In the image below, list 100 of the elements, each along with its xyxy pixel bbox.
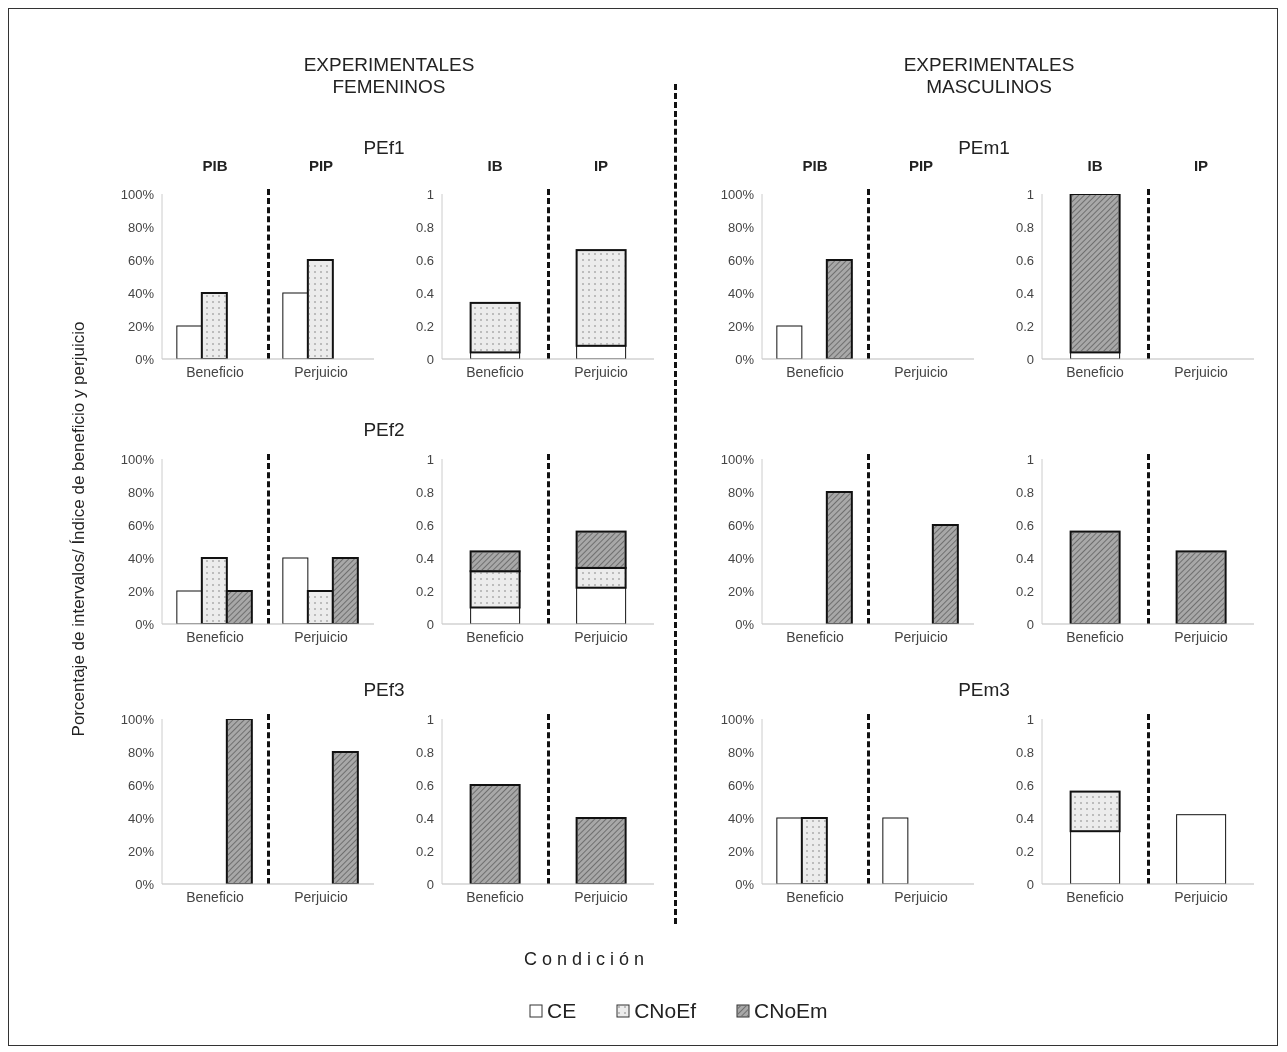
y-tick-label: 0.4 [1015, 550, 1034, 566]
y-tick-label: 0.4 [1015, 285, 1034, 301]
y-tick-label: 0.2 [415, 843, 434, 859]
y-tick-label: 60% [727, 252, 755, 268]
y-tick-label: 20% [127, 583, 155, 599]
x-tick-label: Perjuicio [574, 628, 629, 645]
y-tick-label: 1 [426, 451, 434, 467]
y-tick-label: 20% [727, 843, 755, 859]
y-tick-label: 100% [720, 711, 755, 727]
y-tick-label: 0.8 [415, 219, 434, 235]
y-tick-label: 20% [127, 843, 155, 859]
y-tick-label: 100% [720, 451, 755, 467]
y-tick-label: 0.6 [1015, 517, 1034, 533]
y-tick-label: 60% [727, 777, 755, 793]
chart-subtitle: EXPERIMENTALES FEMENINOS [302, 54, 476, 98]
y-tick-label: 100% [720, 186, 755, 202]
x-tick-label: Beneficio [786, 363, 845, 380]
x-tick-label: Beneficio [466, 363, 525, 380]
y-tick-label: 0.6 [415, 777, 434, 793]
chart-title: PEm3 [957, 679, 1011, 701]
x-tick-label: Beneficio [186, 363, 245, 380]
y-tick-label: 60% [727, 517, 755, 533]
x-tick-label: Perjuicio [574, 363, 629, 380]
x-tick-label: Perjuicio [894, 628, 949, 645]
y-tick-label: 0.6 [415, 517, 434, 533]
x-tick-label: Perjuicio [294, 888, 349, 905]
y-axis-title: Porcentaje de intervalos/ Índice de beneficio y perjuicio [69, 321, 89, 737]
text: PIP [907, 157, 935, 174]
y-tick-label: 0 [426, 876, 434, 892]
text: IB [486, 157, 504, 174]
x-tick-label: Perjuicio [294, 628, 349, 645]
y-tick-label: 0.2 [1015, 318, 1034, 334]
x-tick-label: Perjuicio [1174, 628, 1229, 645]
x-tick-label: Perjuicio [1174, 888, 1229, 905]
x-tick-label: Beneficio [186, 888, 245, 905]
y-tick-label: 1 [1026, 451, 1034, 467]
bar [1176, 814, 1227, 884]
x-tick-label: Beneficio [186, 628, 245, 645]
x-tick-label: Beneficio [466, 888, 525, 905]
legend-label: CNoEm [754, 999, 828, 1023]
y-tick-label: 0 [1026, 351, 1034, 367]
text: PIP [307, 157, 335, 174]
y-tick-label: 0.2 [415, 318, 434, 334]
y-tick-label: 0 [426, 616, 434, 632]
y-tick-label: 40% [727, 550, 755, 566]
y-tick-label: 80% [127, 744, 155, 760]
y-tick-label: 40% [127, 550, 155, 566]
y-tick-label: 0% [135, 876, 155, 892]
y-tick-label: 0% [735, 351, 755, 367]
x-tick-label: Beneficio [1066, 363, 1125, 380]
y-tick-label: 0.6 [415, 252, 434, 268]
y-tick-label: 0.4 [415, 550, 434, 566]
y-tick-label: 0.8 [1015, 219, 1034, 235]
y-tick-label: 1 [1026, 186, 1034, 202]
y-tick-label: 0.6 [1015, 252, 1034, 268]
chart-title: PEf1 [362, 137, 406, 159]
y-tick-label: 0.4 [1015, 810, 1034, 826]
x-tick-label: Perjuicio [894, 888, 949, 905]
y-tick-label: 1 [426, 186, 434, 202]
x-tick-label: Beneficio [786, 888, 845, 905]
y-tick-label: 40% [127, 810, 155, 826]
y-tick-label: 1 [1026, 711, 1034, 727]
y-tick-label: 100% [120, 711, 155, 727]
y-tick-label: 80% [727, 744, 755, 760]
y-tick-label: 0.2 [1015, 583, 1034, 599]
y-tick-label: 60% [127, 252, 155, 268]
y-tick-label: 80% [727, 484, 755, 500]
y-tick-label: 0.2 [1015, 843, 1034, 859]
chart-subtitle: EXPERIMENTALES MASCULINOS [902, 54, 1076, 98]
y-tick-label: 100% [120, 451, 155, 467]
x-tick-label: Beneficio [466, 628, 525, 645]
y-tick-label: 20% [727, 318, 755, 334]
y-tick-label: 0.8 [1015, 484, 1034, 500]
x-axis-title: C o n d i c i ó n [523, 949, 645, 970]
y-tick-label: 0 [1026, 616, 1034, 632]
y-tick-label: 0% [735, 616, 755, 632]
y-tick-label: 0.2 [415, 583, 434, 599]
y-tick-label: 60% [127, 777, 155, 793]
y-tick-label: 40% [127, 285, 155, 301]
text: IP [592, 157, 610, 174]
y-tick-label: 100% [120, 186, 155, 202]
y-tick-label: 0% [735, 876, 755, 892]
text: IB [1086, 157, 1104, 174]
x-tick-label: Beneficio [1066, 628, 1125, 645]
chart-title: PEf2 [362, 419, 406, 441]
y-tick-label: 0 [1026, 876, 1034, 892]
chart-title: PEm1 [957, 137, 1011, 159]
y-tick-label: 80% [127, 219, 155, 235]
y-tick-label: 80% [727, 219, 755, 235]
y-tick-label: 0 [426, 351, 434, 367]
y-tick-label: 0.4 [415, 285, 434, 301]
x-tick-label: Perjuicio [294, 363, 349, 380]
y-tick-label: 1 [426, 711, 434, 727]
y-tick-label: 0% [135, 616, 155, 632]
y-tick-label: 80% [127, 484, 155, 500]
x-tick-label: Beneficio [1066, 888, 1125, 905]
y-tick-label: 60% [127, 517, 155, 533]
y-tick-label: 20% [727, 583, 755, 599]
y-tick-label: 40% [727, 810, 755, 826]
y-tick-label: 0.8 [415, 744, 434, 760]
